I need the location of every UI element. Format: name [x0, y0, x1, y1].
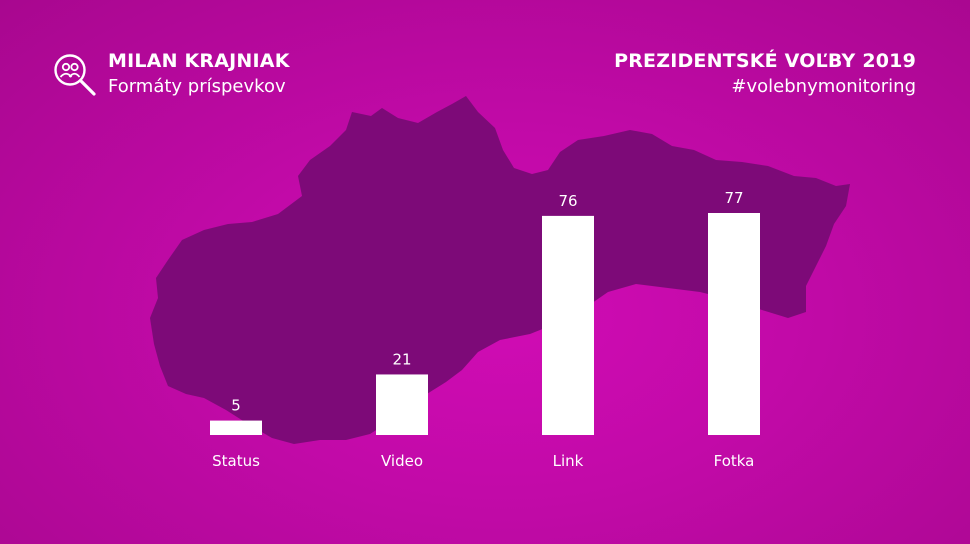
bar-status: [210, 420, 262, 435]
category-label-status: Status: [212, 452, 260, 470]
chart-title: MILAN KRAJNIAK: [108, 50, 290, 72]
category-label-video: Video: [381, 452, 423, 470]
chart-subtitle: Formáty príspevkov: [108, 76, 286, 97]
magnifier-people-icon: [54, 54, 96, 96]
category-label-link: Link: [553, 452, 584, 470]
bar-video: [376, 374, 428, 435]
category-label-fotka: Fotka: [714, 452, 755, 470]
data-label-fotka: 77: [724, 189, 743, 207]
data-label-status: 5: [231, 397, 241, 415]
campaign-title: PREZIDENTSKÉ VOĽBY 2019: [614, 50, 916, 72]
data-label-video: 21: [392, 350, 411, 368]
bar-fotka: [708, 213, 760, 435]
campaign-hashtag: #volebnymonitoring: [731, 76, 916, 97]
data-label-link: 76: [558, 192, 577, 210]
bar-link: [542, 215, 594, 435]
